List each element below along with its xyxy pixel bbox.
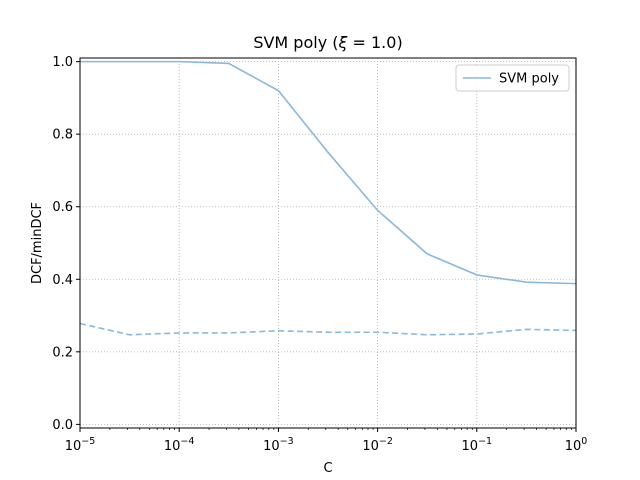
data-point — [426, 334, 428, 336]
data-point — [377, 331, 379, 333]
data-point — [426, 253, 428, 255]
x-tick-label: 100 — [565, 436, 588, 454]
y-tick-label: 0.2 — [52, 345, 73, 360]
y-tick-label: 0.6 — [52, 200, 73, 215]
data-point — [525, 328, 527, 330]
data-point — [228, 332, 230, 334]
data-point — [228, 63, 230, 65]
data-point — [178, 61, 180, 63]
y-axis-label: DCF/minDCF — [30, 202, 45, 284]
chart-title: SVM poly (ξ = 1.0) — [253, 33, 402, 52]
data-point — [278, 90, 280, 92]
series-layer — [79, 60, 577, 336]
data-point — [476, 274, 478, 276]
x-axis-ticks: 10−5 10−4 10−3 10−2 10−1 100 — [65, 428, 588, 454]
legend-box — [455, 64, 570, 92]
data-point — [178, 332, 180, 334]
y-tick-label: 0.8 — [52, 128, 73, 143]
y-tick-label: 1.0 — [52, 55, 73, 70]
legend-label: SVM poly — [499, 72, 559, 87]
plot-frame — [79, 57, 577, 429]
data-point — [327, 331, 329, 333]
x-tick-label: 10−4 — [164, 436, 195, 454]
data-point — [377, 209, 379, 211]
x-tick-label: 10−2 — [362, 436, 393, 454]
data-point — [129, 334, 131, 336]
x-tick-label: 10−5 — [65, 436, 96, 454]
x-tick-label: 10−3 — [263, 436, 294, 454]
y-tick-label: 0.4 — [52, 273, 73, 288]
x-tick-label: 10−1 — [462, 436, 493, 454]
series-line-svm-poly — [80, 60, 577, 285]
data-point — [327, 151, 329, 153]
legend: SVM poly — [455, 64, 570, 92]
y-axis-ticks: 0.0 0.2 0.4 0.6 0.8 1.0 — [52, 55, 80, 433]
data-point — [525, 281, 527, 283]
data-point — [476, 333, 478, 335]
y-tick-label: 0.0 — [52, 418, 73, 433]
x-axis-label: C — [323, 461, 332, 476]
series-line-dashed — [79, 322, 577, 336]
data-point — [278, 330, 280, 332]
data-point — [129, 61, 131, 63]
